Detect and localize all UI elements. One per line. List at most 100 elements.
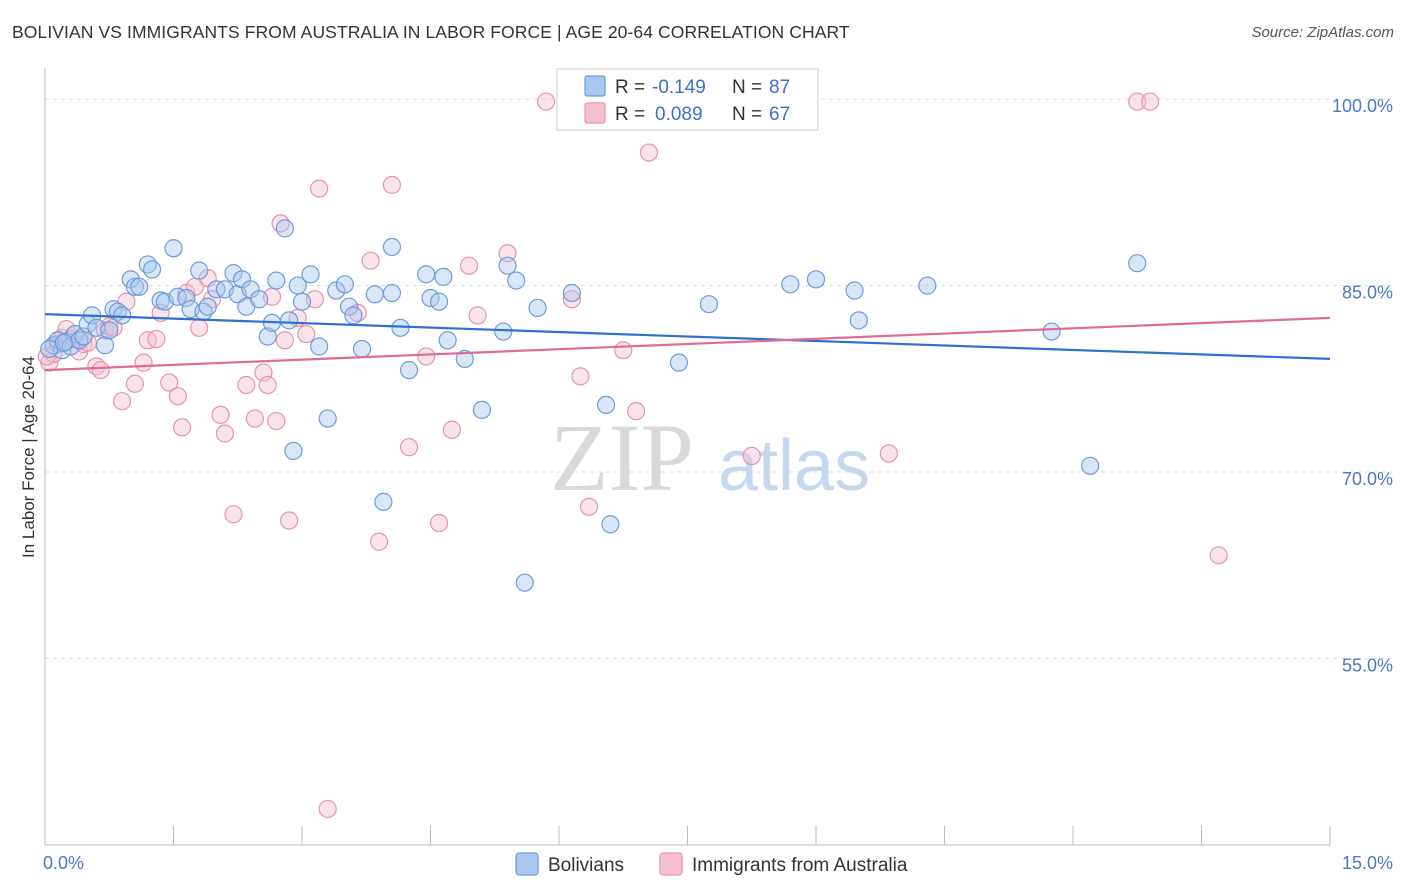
bolivians-point — [429, 292, 449, 311]
bolivians-point — [275, 219, 294, 238]
bolivians-point — [258, 327, 277, 346]
australia-point — [429, 513, 449, 533]
australia-point — [562, 290, 581, 309]
australia-point — [245, 409, 264, 428]
bolivians-point — [100, 321, 119, 340]
australia-point — [318, 799, 337, 819]
legend-n-value-2: 67 — [769, 104, 790, 125]
australia-point — [1140, 92, 1160, 111]
bolivians-point — [335, 275, 354, 294]
bolivians-point — [434, 267, 453, 286]
trend-line-bolivians — [44, 313, 1331, 361]
bottom-legend-label-bolivians: Bolivians — [548, 855, 624, 876]
australia-point — [215, 424, 234, 443]
australia-point — [211, 405, 230, 424]
bolivians-point — [374, 492, 393, 511]
y-tick-label: 100.0% — [1332, 96, 1393, 116]
bottom-legend-swatch-bolivians — [515, 852, 539, 876]
australia-point — [468, 306, 487, 325]
bolivians-point — [498, 256, 517, 275]
australia-point — [1209, 546, 1228, 565]
australia-point — [742, 446, 761, 465]
australia-point — [147, 329, 166, 349]
australia-point — [571, 367, 590, 386]
australia-point — [224, 505, 243, 524]
australia-point — [275, 331, 294, 350]
australia-point — [160, 373, 179, 392]
australia-point — [125, 374, 145, 393]
bolivians-point — [601, 515, 620, 534]
australia-point — [168, 387, 187, 406]
source-label: Source: ZipAtlas.com — [1251, 24, 1394, 41]
australia-point — [297, 324, 316, 344]
legend-swatch-pink — [584, 102, 606, 124]
australia-point — [417, 347, 436, 366]
australia-point — [879, 444, 898, 463]
bolivians-point — [198, 297, 217, 316]
australia-point — [237, 375, 256, 395]
bottom-legend-label-australia: Immigrants from Australia — [692, 855, 908, 876]
legend-r-label-2: R = — [615, 104, 645, 125]
bolivians-point — [301, 265, 320, 284]
bolivians-point — [699, 295, 719, 314]
bolivians-point — [292, 292, 312, 311]
australia-point — [280, 511, 299, 530]
bolivians-point — [1128, 254, 1147, 273]
bolivians-point — [669, 353, 689, 372]
bolivians-point — [562, 283, 581, 303]
bolivians-point — [382, 283, 402, 303]
bolivians-point — [344, 306, 363, 325]
bolivians-point — [340, 297, 359, 316]
bolivians-point — [54, 333, 73, 352]
bolivians-point — [164, 239, 183, 258]
bolivians-point — [507, 271, 526, 290]
bolivians-point — [528, 298, 547, 318]
australia-point — [258, 375, 277, 395]
bolivians-point — [1081, 456, 1100, 475]
bolivians-point — [438, 331, 457, 350]
watermark: ZIP atlas — [550, 404, 870, 511]
bolivians-point — [318, 409, 337, 428]
bolivians-point — [177, 288, 196, 308]
bolivians-point — [190, 261, 209, 280]
legend-r-value-1: -0.149 — [652, 77, 706, 98]
australia-point — [537, 92, 556, 111]
trend-line-australia — [44, 316, 1331, 372]
australia-point — [498, 244, 517, 263]
x-tick-label: 15.0% — [1342, 853, 1393, 873]
bolivians-point — [267, 271, 286, 290]
y-tick-label: 70.0% — [1342, 469, 1393, 489]
bolivians-point — [382, 237, 402, 257]
bolivians-point — [806, 270, 826, 289]
australia-point — [442, 420, 462, 439]
australia-point — [370, 532, 389, 551]
legend-n-label-2: N = — [732, 104, 762, 125]
legend-r-value-2: 0.089 — [655, 104, 703, 125]
bolivians-point — [130, 277, 149, 296]
australia-point — [267, 411, 286, 431]
x-tick-label: 0.0% — [43, 853, 84, 873]
bolivians-point — [125, 277, 145, 296]
australia-point — [361, 251, 380, 270]
australia-point — [91, 360, 110, 380]
bolivians-point — [845, 281, 864, 300]
australia-point — [134, 353, 153, 372]
australia-point — [310, 179, 329, 198]
x-tick-labels: 0.0% 15.0% — [43, 853, 1393, 873]
series-legend: Bolivians Immigrants from Australia — [515, 852, 908, 876]
bolivians-point — [352, 339, 372, 359]
australia-point — [112, 392, 132, 411]
bolivians-point — [365, 285, 384, 304]
australia-point — [37, 347, 56, 366]
watermark-atlas: atlas — [718, 426, 870, 506]
bolivians-point — [1042, 322, 1061, 341]
legend-r-label-1: R = — [615, 77, 645, 98]
bolivians-point — [597, 395, 616, 415]
bolivians-point — [142, 260, 162, 279]
bolivians-point — [310, 337, 329, 356]
trend-lines — [44, 313, 1331, 372]
bolivians-point — [918, 276, 937, 295]
bolivians-point — [472, 400, 491, 419]
bolivians-point — [781, 275, 800, 294]
